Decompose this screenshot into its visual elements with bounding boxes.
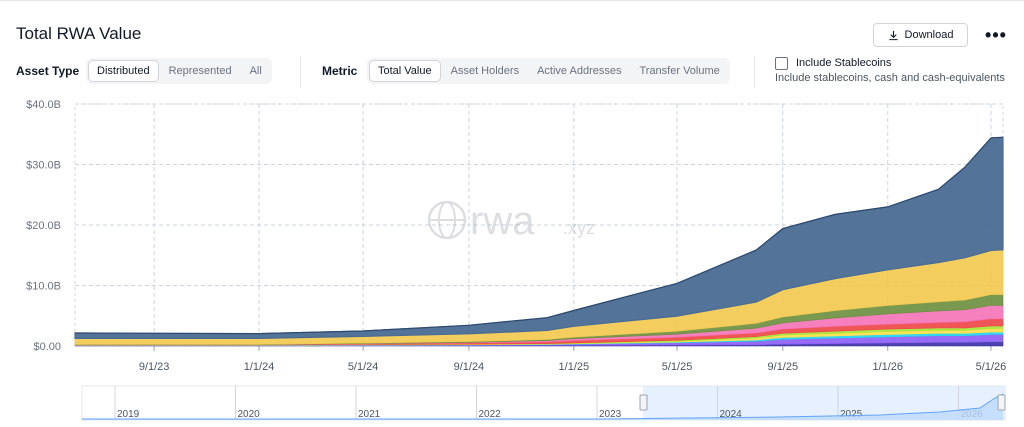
metric-total-value[interactable]: Total Value [369,60,441,82]
x-tick-label: 9/1/24 [454,361,485,373]
x-tick-label: 1/1/25 [559,361,590,373]
x-tick-label: 1/1/24 [244,361,275,373]
metric-toggle: Total Value Asset Holders Active Address… [367,58,730,84]
divider [300,56,301,88]
x-tick-label: 9/1/23 [139,361,170,373]
navigator-year-label: 2022 [479,409,502,420]
x-tick-label: 5/1/26 [976,361,1007,373]
asset-type-toggle: Distributed Represented All [86,58,272,84]
navigator-year-label: 2021 [358,409,381,420]
navigator-area [82,394,1003,420]
navigator-year-label: 2023 [599,409,622,420]
divider [754,56,755,88]
x-tick-label: 5/1/25 [662,361,693,373]
asset-type-represented[interactable]: Represented [168,65,232,77]
y-tick-label: $0.00 [33,341,61,353]
download-label: Download [904,29,954,41]
include-stablecoins-checkbox[interactable] [775,57,788,70]
globe-meridian [438,201,456,239]
navigator-line [82,393,1004,420]
include-stablecoins-description: Include stablecoins, cash and cash-equiv… [775,72,1005,84]
download-icon [888,30,898,40]
y-tick-label: $10.0B [26,281,61,293]
area-series-group [74,136,1004,347]
y-tick-label: $20.0B [26,220,61,232]
total-line [74,136,1004,335]
watermark: rwa .xyz [427,199,595,243]
metric-label: Metric [322,64,358,78]
x-tick-label: 9/1/25 [768,361,799,373]
navigator-left-handle[interactable] [639,394,648,411]
navigator-right-handle[interactable] [997,394,1006,411]
chart-title: Total RWA Value [16,24,142,43]
watermark-text: rwa [470,199,535,243]
navigator-year-label: 2024 [720,409,743,420]
more-dots-icon[interactable]: ••• [985,24,1007,45]
y-tick-label: $40.0B [26,99,61,111]
watermark-suffix: .xyz [563,218,595,238]
globe-icon [427,200,467,240]
asset-type-distributed[interactable]: Distributed [88,60,159,82]
navigator-year-label: 2019 [117,409,140,420]
include-stablecoins-label: Include Stablecoins [796,57,892,69]
x-tick-label: 1/1/26 [872,361,903,373]
navigator-year-label: 2025 [840,409,863,420]
navigator-year-label: 2020 [238,409,261,420]
download-button[interactable]: Download [873,23,968,47]
metric-active-addresses[interactable]: Active Addresses [537,65,622,77]
metric-asset-holders[interactable]: Asset Holders [450,65,520,77]
asset-type-label: Asset Type [16,64,80,78]
metric-transfer-volume[interactable]: Transfer Volume [639,65,720,77]
y-tick-label: $30.0B [26,160,61,172]
asset-type-all[interactable]: All [249,65,262,77]
x-tick-label: 5/1/24 [348,361,379,373]
